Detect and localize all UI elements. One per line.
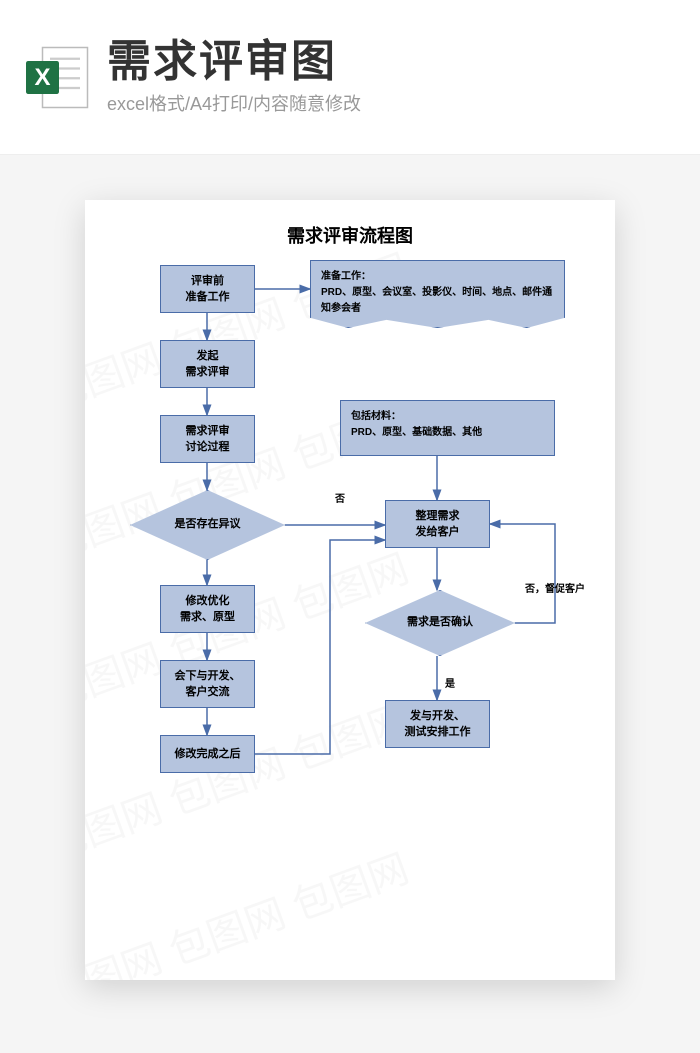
document-page: 包图网 包图网 包图网 包图网 包图网 包图网 包图网 包图网 包图网 包图网 … [85, 200, 615, 980]
flow-node-n1: 评审前准备工作 [160, 265, 255, 313]
flow-node-n5: 会下与开发、客户交流 [160, 660, 255, 708]
header: X 需求评审图 excel格式/A4打印/内容随意修改 [0, 0, 700, 155]
edge-label: 否，督促客户 [525, 580, 585, 595]
flow-node-n6: 修改完成之后 [160, 735, 255, 773]
flow-node-n4: 修改优化需求、原型 [160, 585, 255, 633]
flow-note-note2: 包括材料：PRD、原型、基础数据、其他 [340, 400, 555, 456]
edge-label: 否 [335, 490, 345, 505]
header-title: 需求评审图 [107, 38, 361, 86]
excel-icon: X [20, 40, 95, 115]
svg-text:X: X [34, 64, 50, 91]
flow-node-d2: 需求是否确认 [365, 590, 515, 656]
header-subtitle: excel格式/A4打印/内容随意修改 [107, 90, 361, 116]
flow-node-n2: 发起需求评审 [160, 340, 255, 388]
edge-label: 是 [445, 675, 455, 690]
flow-node-d1: 是否存在异议 [130, 490, 285, 560]
flow-node-n3: 需求评审讨论过程 [160, 415, 255, 463]
flowchart-canvas: 评审前准备工作发起需求评审需求评审讨论过程是否存在异议修改优化需求、原型会下与开… [85, 200, 615, 980]
flow-note-note1: 准备工作：PRD、原型、会议室、投影仪、时间、地点、邮件通知参会者 [310, 260, 565, 328]
flow-node-n7: 整理需求发给客户 [385, 500, 490, 548]
flow-node-n8: 发与开发、测试安排工作 [385, 700, 490, 748]
